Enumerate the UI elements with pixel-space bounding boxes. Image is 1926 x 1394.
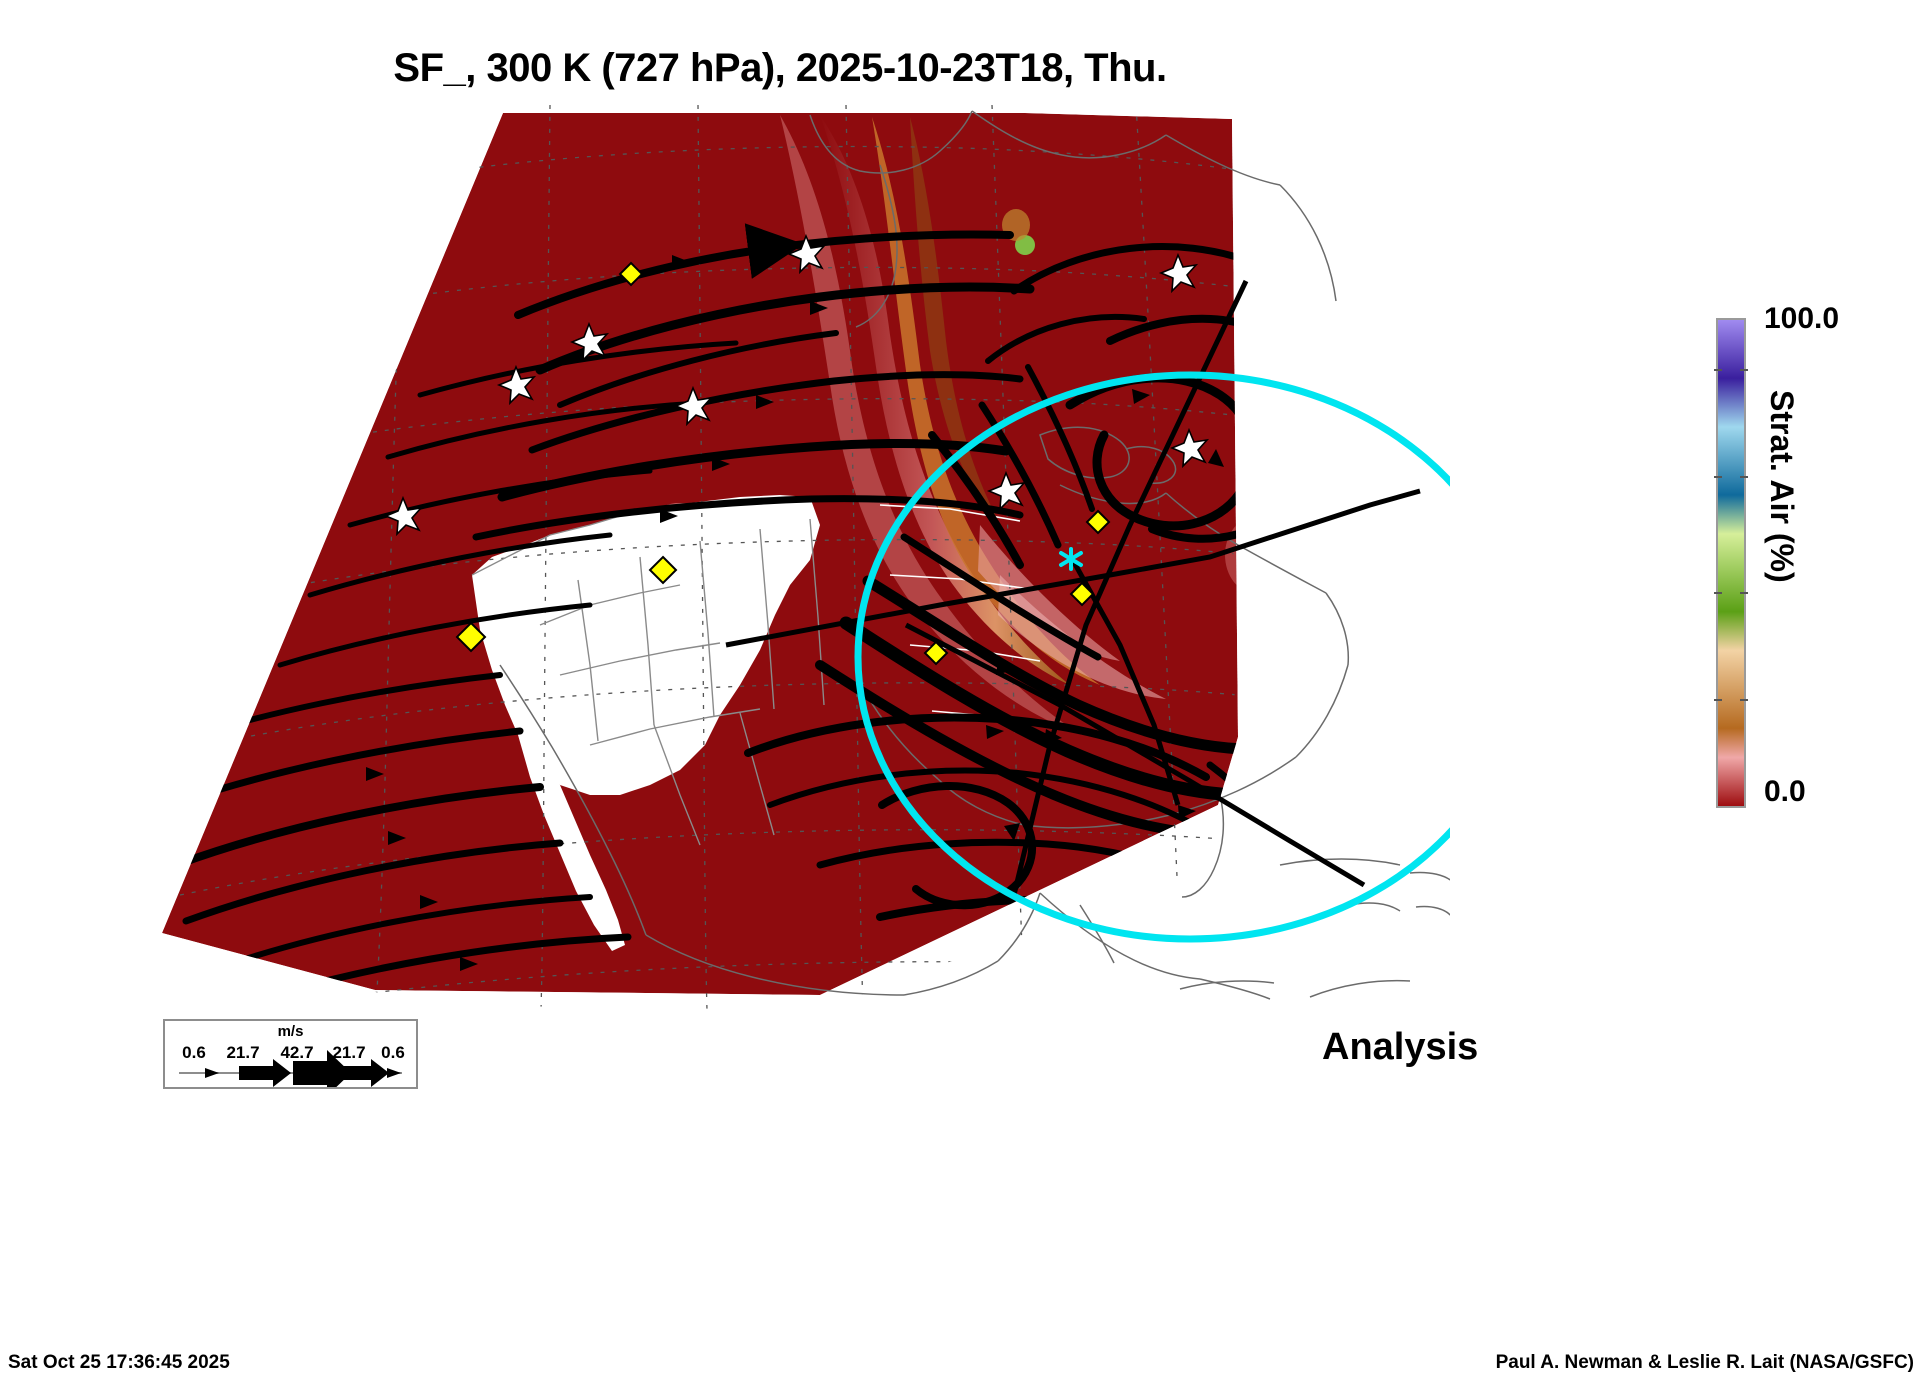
page-title: SF_, 300 K (727 hPa), 2025-10-23T18, Thu… (393, 46, 1167, 90)
colorbar (1714, 318, 1748, 808)
map-panel[interactable] (120, 105, 1450, 1035)
colorbar-min-label: 0.0 (1764, 775, 1806, 808)
map-figure[interactable] (120, 105, 1450, 1035)
colorbar-axis-label: Strat. Air (%) (1764, 390, 1800, 583)
generation-timestamp: Sat Oct 25 17:36:45 2025 (8, 1352, 230, 1373)
colorbar-tick (1714, 475, 1722, 478)
state-borders (471, 509, 825, 846)
wind-value-2: 42.7 (280, 1043, 314, 1062)
land-mask (472, 495, 820, 951)
wind-scale-legend: m/s 0.6 21.7 42.7 21.7 0.6 (163, 1019, 418, 1089)
analysis-label: Analysis (1322, 1026, 1479, 1068)
station-markers (383, 233, 1210, 666)
range-circle (854, 371, 1450, 943)
wind-unit-label: m/s (277, 1023, 304, 1040)
colorbar-tick (1714, 368, 1722, 371)
wind-value-1: 21.7 (226, 1043, 260, 1062)
colorbar-tick (1740, 368, 1748, 371)
colorbar-tick (1714, 592, 1722, 595)
credit-line: Paul A. Newman & Leslie R. Lait (NASA/GS… (1495, 1352, 1914, 1373)
wind-value-3: 21.7 (332, 1043, 366, 1062)
wind-value-4: 0.6 (381, 1043, 405, 1062)
flight-tracks (725, 279, 1421, 896)
wind-scale-arrows (179, 1050, 402, 1087)
colorbar-tick (1714, 699, 1722, 702)
colorbar-max-label: 100.0 (1764, 302, 1840, 335)
colorbar-tick (1740, 592, 1748, 595)
streamlines (163, 223, 1238, 995)
colorbar-tick (1740, 475, 1748, 478)
colorbar-tick (1740, 699, 1748, 702)
wind-value-0: 0.6 (182, 1043, 206, 1062)
